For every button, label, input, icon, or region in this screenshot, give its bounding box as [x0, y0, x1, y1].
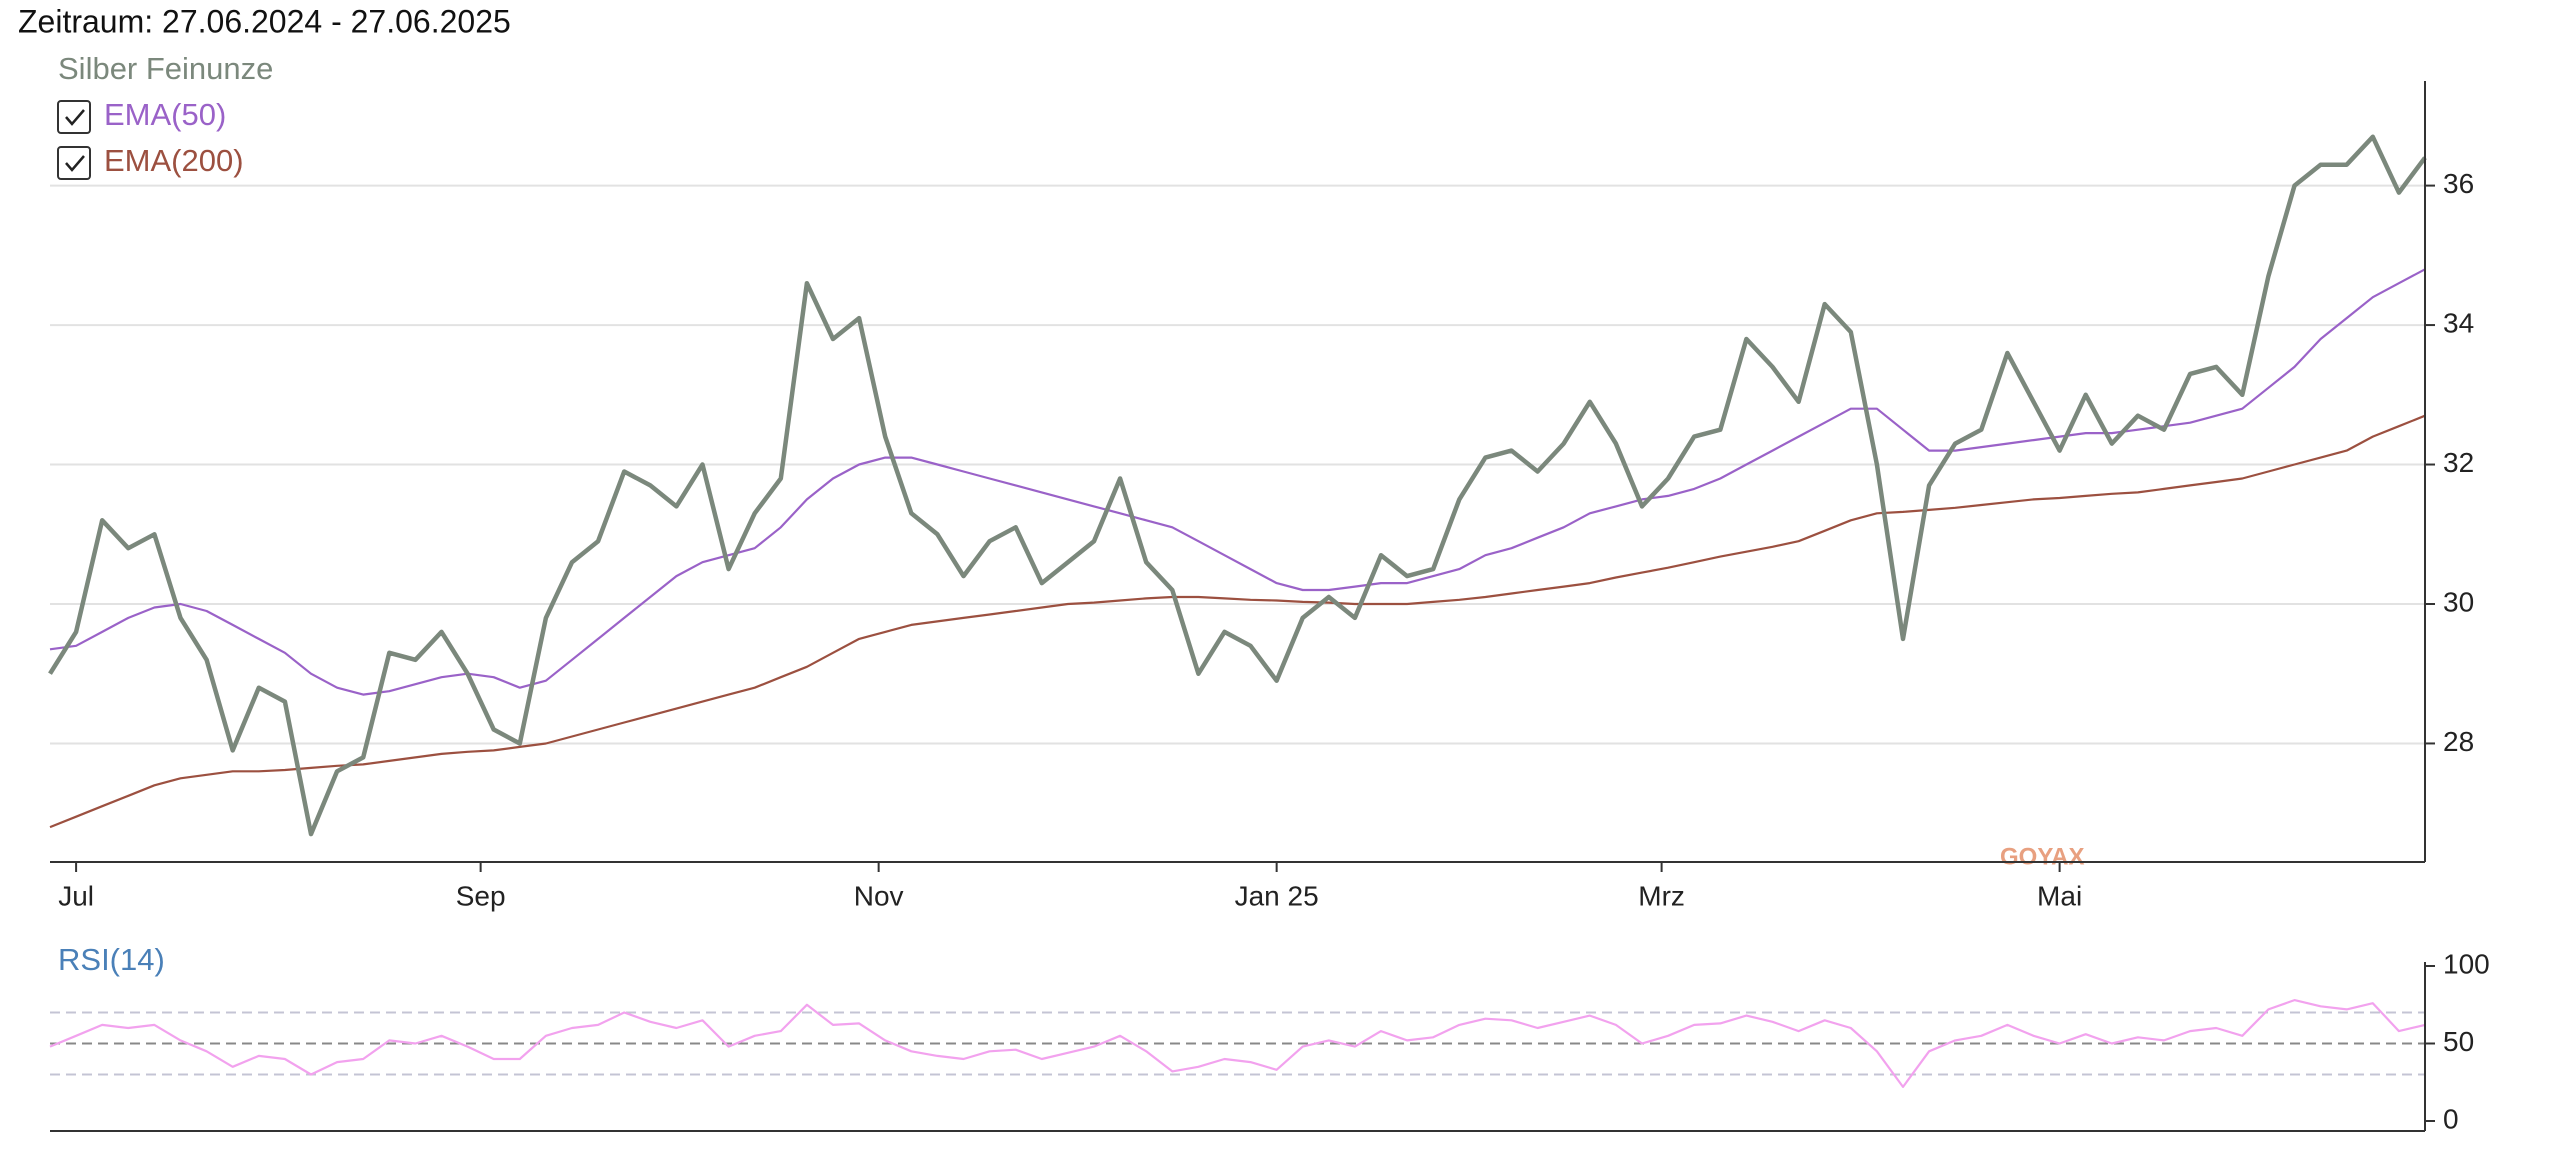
y-tick-label: 32 — [2443, 447, 2474, 478]
series-line — [49, 999, 2426, 1088]
series-line — [49, 268, 2426, 696]
legend-checkbox[interactable] — [57, 100, 91, 134]
y-tick-label: 0 — [2443, 1103, 2459, 1134]
x-tick-label: Mrz — [1638, 880, 1685, 911]
y-tick-label: 36 — [2443, 168, 2474, 199]
legend-label: RSI(14) — [58, 942, 165, 977]
legend-checkbox[interactable] — [57, 146, 91, 180]
series-line — [49, 414, 2426, 829]
checkmark — [65, 155, 85, 172]
checkmark — [65, 109, 85, 126]
period-title: Zeitraum: 27.06.2024 - 27.06.2025 — [18, 3, 511, 39]
y-tick-label: 30 — [2443, 586, 2474, 617]
x-tick-label: Sep — [456, 880, 506, 911]
x-tick-label: Jul — [58, 880, 94, 911]
legend-label: Silber Feinunze — [58, 51, 273, 86]
x-tick-label: Mai — [2037, 880, 2082, 911]
legend-label[interactable]: EMA(50) — [104, 97, 226, 132]
x-tick-label: Nov — [854, 880, 904, 911]
y-tick-label: 34 — [2443, 307, 2474, 338]
x-tick-label: Jan 25 — [1235, 880, 1319, 911]
series-line — [48, 134, 2427, 837]
y-tick-label: 100 — [2443, 948, 2490, 979]
legend-label[interactable]: EMA(200) — [104, 143, 244, 178]
y-tick-label: 28 — [2443, 726, 2474, 757]
y-tick-label: 50 — [2443, 1026, 2474, 1057]
watermark: GOYAX — [2000, 843, 2084, 870]
